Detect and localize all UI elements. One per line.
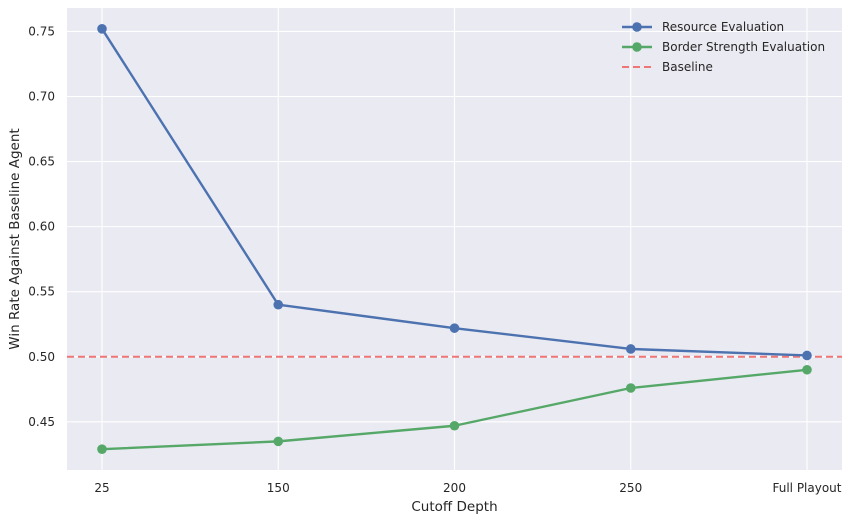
x-tick-label: Full Playout	[772, 481, 841, 495]
data-point	[802, 364, 812, 375]
y-tick-label: 0.75	[28, 24, 55, 38]
x-tick-label: 150	[267, 481, 290, 495]
data-point	[449, 323, 460, 333]
legend-label: Baseline	[662, 60, 713, 74]
series-group	[97, 24, 812, 454]
legend: Resource Evaluation Border Strength Evalu…	[622, 20, 825, 74]
legend-label: Resource Evaluation	[662, 20, 784, 34]
data-point	[273, 436, 284, 447]
data-point	[449, 420, 460, 431]
y-tick-label: 0.45	[28, 415, 55, 429]
legend-marker	[632, 22, 642, 32]
y-tick-label: 0.65	[28, 155, 55, 169]
data-point	[97, 24, 107, 34]
tick-labels: 0.45 0.50 0.55 0.60 0.65 0.70 0.75 25 150 200 250 F…	[28, 24, 842, 495]
data-point	[625, 344, 636, 354]
legend-label: Border Strength Evaluation	[662, 40, 825, 54]
series-1	[97, 24, 812, 361]
data-point	[273, 299, 284, 310]
data-point	[97, 444, 107, 454]
y-tick-label: 0.70	[28, 89, 55, 103]
legend-item: Baseline	[622, 60, 713, 74]
legend-item: Resource Evaluation	[622, 20, 784, 34]
y-axis-label: Win Rate Against Baseline Agent	[7, 128, 23, 349]
y-tick-label: 0.50	[28, 350, 55, 364]
legend-marker	[632, 42, 642, 52]
data-point	[625, 383, 636, 393]
legend-item: Border Strength Evaluation	[622, 40, 825, 54]
series-2	[97, 364, 812, 454]
x-axis-label: Cutoff Depth	[411, 499, 497, 515]
data-point	[802, 350, 812, 361]
y-tick-label: 0.55	[28, 285, 55, 299]
x-tick-label: 200	[443, 481, 466, 495]
y-tick-label: 0.60	[28, 220, 55, 234]
x-tick-label: 250	[619, 481, 642, 495]
x-tick-label: 25	[94, 481, 109, 495]
